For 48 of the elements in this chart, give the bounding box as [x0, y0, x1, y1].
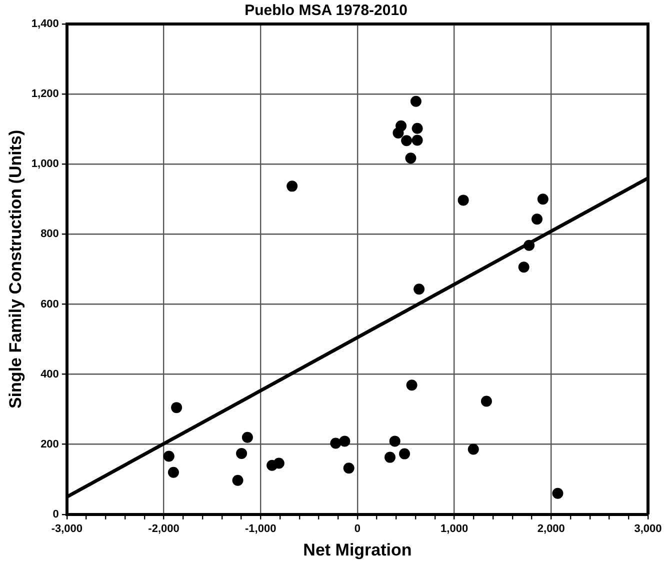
point	[330, 438, 342, 449]
x-tick-label: 3,000	[634, 523, 662, 536]
point	[458, 194, 469, 206]
point	[339, 436, 350, 447]
point	[273, 458, 284, 469]
x-axis-title: Net Migration	[303, 540, 412, 560]
point	[552, 488, 564, 499]
point	[414, 284, 425, 295]
point	[168, 466, 179, 478]
x-tick-label: -3,000	[51, 523, 83, 536]
x-tick-label: 0	[354, 523, 361, 536]
x-tick-label: 1,000	[440, 523, 468, 536]
point	[401, 135, 412, 146]
y-tick-label: 1,400	[31, 18, 59, 30]
y-tick-label: 0	[52, 508, 59, 520]
point	[163, 450, 174, 462]
point	[392, 127, 404, 138]
point	[343, 462, 354, 474]
x-tick-label: -2,000	[148, 523, 180, 536]
y-tick-label: 1,200	[31, 88, 59, 100]
y-tick-label: 800	[40, 228, 59, 240]
point	[532, 214, 543, 225]
point	[468, 444, 479, 455]
point	[171, 402, 182, 414]
point	[537, 194, 548, 205]
x-tick-label: -1,000	[245, 523, 276, 536]
x-tick-label: 2,000	[537, 523, 565, 536]
point	[236, 448, 248, 459]
y-tick-label: 200	[40, 438, 59, 450]
point	[410, 96, 422, 107]
point	[406, 380, 418, 391]
point	[242, 432, 253, 443]
y-axis-title: Single Family Construction (Units)	[6, 130, 25, 409]
y-tick-label: 400	[40, 368, 59, 380]
point	[232, 474, 244, 486]
point	[389, 436, 400, 447]
chart-title: Pueblo MSA 1978-2010	[244, 2, 408, 20]
point	[412, 134, 423, 146]
point	[286, 180, 298, 192]
y-tick-label: 1,000	[31, 158, 59, 170]
y-tick-label: 600	[40, 298, 59, 310]
point	[518, 262, 530, 273]
point	[405, 152, 416, 164]
point	[412, 122, 423, 134]
point	[384, 452, 396, 463]
point	[480, 396, 492, 407]
point	[399, 448, 410, 460]
point	[524, 240, 535, 251]
